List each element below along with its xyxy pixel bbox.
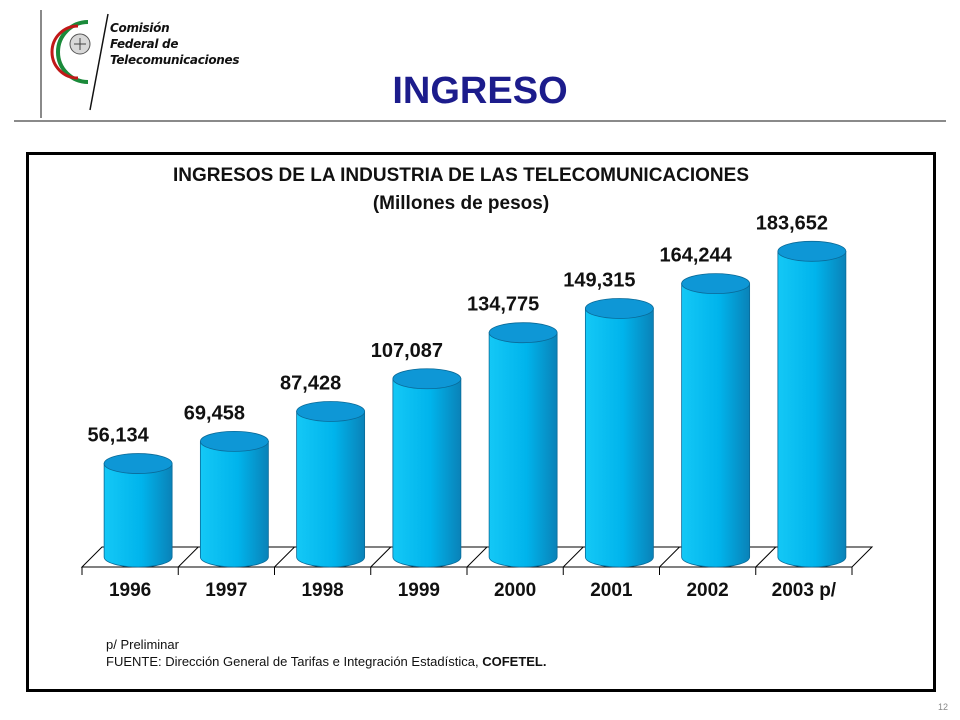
logo-line-2: Federal de (110, 37, 179, 51)
x-tick-label: 1997 (205, 580, 247, 601)
bar-body (103, 463, 173, 568)
x-tick-label: 1998 (301, 580, 343, 601)
logo-line-3: Telecomunicaciones (110, 53, 240, 67)
floor-divider (274, 546, 295, 568)
chart-subtitle: (Millones de pesos) (372, 193, 550, 214)
floor-divider (177, 546, 199, 568)
logo-line-1: Comisión (110, 21, 170, 35)
bar-body (681, 283, 751, 568)
page-number: 12 (937, 702, 948, 712)
data-label: 107,087 (371, 340, 443, 362)
bar-body (584, 308, 654, 568)
bar-body (488, 332, 558, 568)
page-title: INGRESO (392, 70, 568, 112)
chart-frame (26, 152, 936, 692)
chart-title-block: INGRESOS DE LA INDUSTRIA DE LAS TELECOMU… (26, 162, 896, 218)
bar-body (296, 411, 366, 568)
bar-top-cap (777, 240, 847, 262)
x-tick-label: 2000 (494, 580, 536, 601)
chart-title: INGRESOS DE LA INDUSTRIA DE LAS TELECOMU… (172, 165, 749, 186)
source-text: FUENTE: Dirección General de Tarifas e I… (106, 654, 483, 669)
preliminary-note: p/ Preliminar (106, 637, 179, 652)
data-label: 87,428 (280, 372, 341, 394)
x-tick-label: 1996 (109, 580, 151, 601)
bar-body (392, 378, 462, 568)
floor-divider (562, 546, 584, 568)
cft-emblem-icon (50, 13, 109, 111)
data-label: 134,775 (467, 294, 539, 316)
bar-top-cap (488, 322, 558, 344)
bar-top-cap (296, 401, 366, 422)
x-tick-label: 1999 (398, 580, 440, 601)
bar-body (199, 440, 269, 568)
data-label: 183,652 (756, 212, 828, 234)
bar-top-cap (392, 368, 462, 390)
logo-vertical-rule (40, 10, 42, 118)
floor-divider (370, 546, 392, 568)
chart-footnote: p/ Preliminar FUENTE: Dirección General … (106, 636, 546, 670)
logo-wordmark: Comisión Federal de Telecomunicaciones (110, 20, 240, 68)
cft-logo: Comisión Federal de Telecomunicaciones (0, 0, 260, 120)
floor-divider (755, 546, 777, 568)
x-tick-label: 2001 (590, 580, 633, 601)
bar-top-cap (681, 273, 751, 295)
source-note: FUENTE: Dirección General de Tarifas e I… (106, 653, 546, 670)
data-label: 164,244 (659, 245, 732, 267)
data-label: 69,458 (184, 402, 245, 424)
floor-divider (466, 546, 488, 568)
data-label: 56,134 (88, 425, 150, 447)
bar-top-cap (199, 430, 269, 452)
x-tick-label: 2002 (686, 580, 728, 601)
bar-top-cap (584, 298, 654, 319)
data-label: 149,315 (563, 269, 635, 291)
floor-divider (659, 546, 680, 568)
bar-body (777, 250, 847, 568)
source-org: COFETEL. (482, 654, 547, 669)
x-tick-label: 2003 p/ (772, 580, 837, 601)
bar-top-cap (103, 453, 173, 474)
header-divider (14, 120, 946, 122)
